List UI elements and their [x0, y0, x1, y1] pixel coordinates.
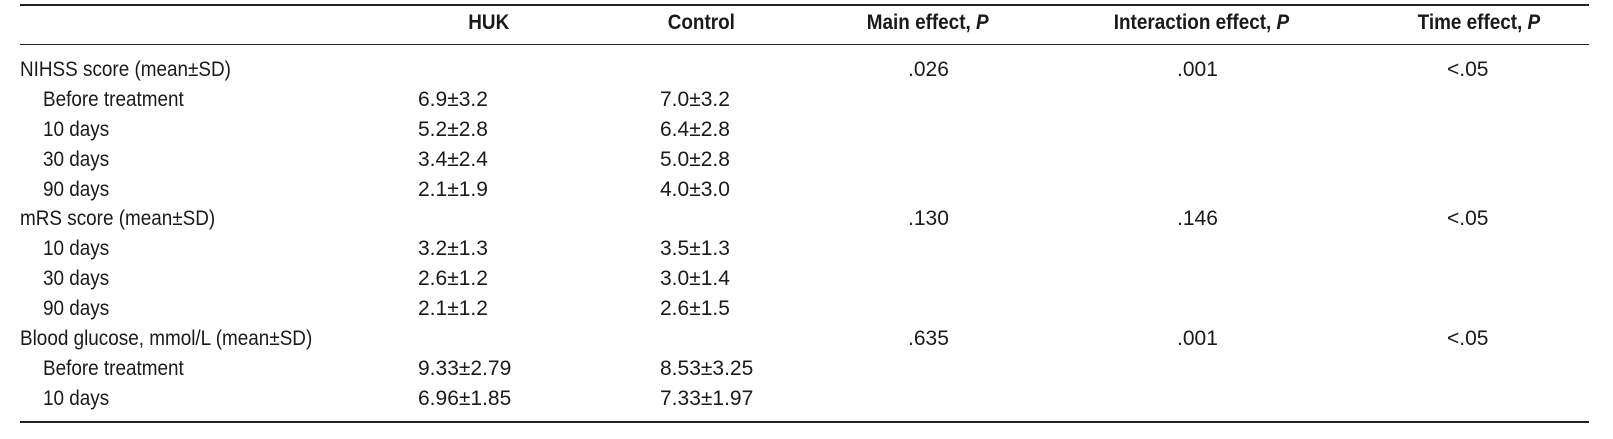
table-row: mRS score (mean±SD) .130 .146 <.05: [0, 204, 1613, 234]
header-interaction-effect-text: Interaction effect,: [1113, 11, 1277, 34]
table-row: 10 days 5.2±2.8 6.4±2.8: [0, 115, 1613, 145]
table-row: Before treatment 9.33±2.79 8.53±3.25: [0, 354, 1613, 384]
cell-interaction-effect: .001: [1177, 58, 1218, 81]
row-label: NIHSS score (mean±SD): [20, 58, 231, 81]
bottom-rule: [20, 421, 1589, 423]
cell-huk: 3.4±2.4: [418, 148, 488, 171]
header-main-effect-p: P: [975, 11, 989, 34]
row-label: 10 days: [43, 237, 110, 260]
cell-control: 2.6±1.5: [660, 297, 730, 320]
table-row: 90 days 2.1±1.2 2.6±1.5: [0, 294, 1613, 324]
table-row: 10 days 6.96±1.85 7.33±1.97: [0, 384, 1613, 414]
header-interaction-effect: Interaction effect, P: [1114, 11, 1289, 35]
header-main-effect-text: Main effect,: [866, 11, 976, 34]
header-interaction-effect-p: P: [1276, 11, 1290, 34]
row-label: mRS score (mean±SD): [20, 207, 216, 230]
cell-huk: 5.2±2.8: [418, 118, 488, 141]
row-label: 30 days: [43, 148, 110, 171]
header-huk: HUK: [468, 11, 510, 34]
cell-time-effect: <.05: [1447, 207, 1489, 230]
cell-control: 7.33±1.97: [660, 387, 754, 410]
cell-main-effect: .130: [908, 207, 949, 230]
table-row: 90 days 2.1±1.9 4.0±3.0: [0, 175, 1613, 205]
cell-main-effect: .635: [908, 327, 949, 350]
table-row: Before treatment 6.9±3.2 7.0±3.2: [0, 85, 1613, 115]
header-main-effect: Main effect, P: [867, 11, 989, 35]
row-label: 30 days: [43, 267, 110, 290]
header-time-effect: Time effect, P: [1417, 11, 1540, 35]
cell-interaction-effect: .001: [1177, 327, 1218, 350]
cell-interaction-effect: .146: [1177, 207, 1218, 230]
row-label: 10 days: [43, 387, 110, 410]
cell-huk: 6.96±1.85: [418, 387, 512, 410]
cell-huk: 2.6±1.2: [418, 267, 488, 290]
row-label: Blood glucose, mmol/L (mean±SD): [20, 327, 313, 350]
table-row: 10 days 3.2±1.3 3.5±1.3: [0, 234, 1613, 264]
table-row: Blood glucose, mmol/L (mean±SD) .635 .00…: [0, 324, 1613, 354]
cell-control: 3.0±1.4: [660, 267, 730, 290]
table-row: NIHSS score (mean±SD) .026 .001 <.05: [0, 55, 1613, 85]
cell-main-effect: .026: [908, 58, 949, 81]
cell-control: 8.53±3.25: [660, 357, 754, 380]
row-label: 10 days: [43, 118, 110, 141]
row-label: 90 days: [43, 297, 110, 320]
cell-huk: 9.33±2.79: [418, 357, 512, 380]
cell-huk: 2.1±1.2: [418, 297, 488, 320]
cell-time-effect: <.05: [1447, 58, 1489, 81]
cell-control: 3.5±1.3: [660, 237, 730, 260]
row-label: 90 days: [43, 178, 110, 201]
table-row: 30 days 3.4±2.4 5.0±2.8: [0, 145, 1613, 175]
cell-control: 5.0±2.8: [660, 148, 730, 171]
header-control: Control: [667, 11, 735, 34]
header-time-effect-p: P: [1527, 11, 1540, 34]
header-time-effect-text: Time effect,: [1417, 11, 1528, 34]
top-rule: [20, 4, 1589, 6]
cell-huk: 6.9±3.2: [418, 88, 488, 111]
cell-control: 7.0±3.2: [660, 88, 730, 111]
cell-control: 4.0±3.0: [660, 178, 730, 201]
cell-huk: 2.1±1.9: [418, 178, 488, 201]
cell-time-effect: <.05: [1447, 327, 1489, 350]
table-row: 30 days 2.6±1.2 3.0±1.4: [0, 264, 1613, 294]
cell-control: 6.4±2.8: [660, 118, 730, 141]
row-label: Before treatment: [43, 357, 184, 380]
cell-huk: 3.2±1.3: [418, 237, 488, 260]
row-label: Before treatment: [43, 88, 184, 111]
header-rule: [20, 44, 1589, 45]
